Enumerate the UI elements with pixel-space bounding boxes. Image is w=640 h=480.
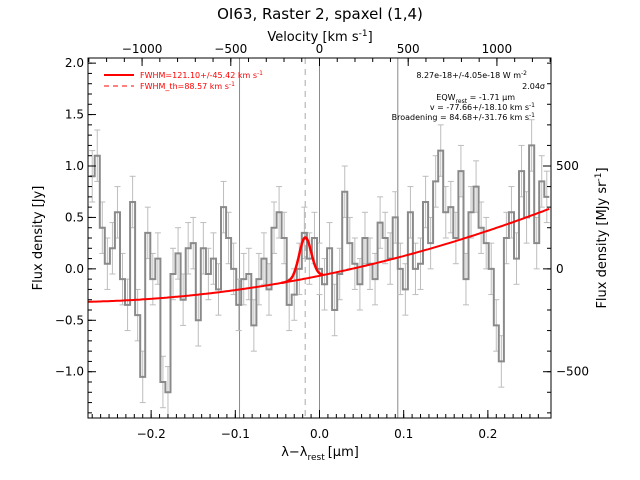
right-tick-label-0: −500: [556, 365, 589, 379]
x-axis-label: λ−λrest [μm]: [281, 445, 359, 463]
fit-annotations: 8.27e-18+/-4.05e-18 W m-2 2.04σ EQWrest …: [392, 70, 545, 122]
legend-fwhm-label: FWHM=121.10+/-45.42 km s-1: [140, 70, 263, 80]
annotation-flux: 8.27e-18+/-4.05e-18 W m-2: [416, 70, 527, 80]
top-tick-label-1: −500: [214, 42, 247, 56]
legend: FWHM=121.10+/-45.42 km s-1 FWHM_th=88.57…: [104, 70, 263, 91]
x-tick-label-3: 0.1: [394, 427, 413, 441]
x-tick-label-0: −0.2: [137, 427, 166, 441]
annotation-velocity: v = -77.66+/-18.10 km s-1: [430, 102, 535, 112]
y-tick-label-1: −0.5: [55, 313, 84, 327]
y-tick-label-5: 1.5: [65, 108, 84, 122]
fit-curve: [87, 207, 550, 303]
right-axis-label: Flux density [MJy sr-1]: [594, 167, 610, 308]
y-tick-label-0: −1.0: [55, 365, 84, 379]
right-tick-label-1: 0: [556, 262, 564, 276]
gaussian-fit-line: [281, 236, 324, 285]
y-tick-label-4: 1.0: [65, 159, 84, 173]
reference-lines: [239, 58, 399, 418]
top-tick-label-2: 0: [316, 42, 324, 56]
spectrum: [89, 144, 550, 394]
top-tick-label-3: 500: [397, 42, 420, 56]
x-tick-label-4: 0.2: [478, 427, 497, 441]
x-tick-label-1: −0.1: [221, 427, 250, 441]
axis-ticks: −0.2 −0.1 0.0 0.1 0.2 −1.0 −0.5 0.0 0.5 1.0 1.5 2.0…: [55, 42, 589, 441]
legend-fwhm-th-label: FWHM_th=88.57 km s-1: [140, 81, 235, 91]
right-tick-label-2: 500: [556, 159, 579, 173]
y-tick-label-6: 2.0: [65, 56, 84, 70]
annotation-eqw: EQWrest = -1.71 μm: [436, 93, 515, 105]
annotation-sigma: 2.04σ: [522, 82, 545, 91]
y-tick-label-3: 0.5: [65, 210, 84, 224]
top-axis-label: Velocity [km s-1]: [267, 29, 372, 45]
top-tick-label-0: −1000: [122, 42, 163, 56]
annotation-broadening: Broadening = 84.68+/-31.76 km s-1: [392, 112, 536, 122]
continuum-fit-line: [87, 207, 550, 303]
x-tick-label-2: 0.0: [310, 427, 329, 441]
y-axis-label: Flux density [Jy]: [31, 186, 46, 291]
y-tick-label-2: 0.0: [65, 262, 84, 276]
chart-title: OI63, Raster 2, spaxel (1,4): [217, 5, 423, 23]
top-tick-label-4: 1000: [482, 42, 513, 56]
spectrum-line: [89, 144, 550, 394]
